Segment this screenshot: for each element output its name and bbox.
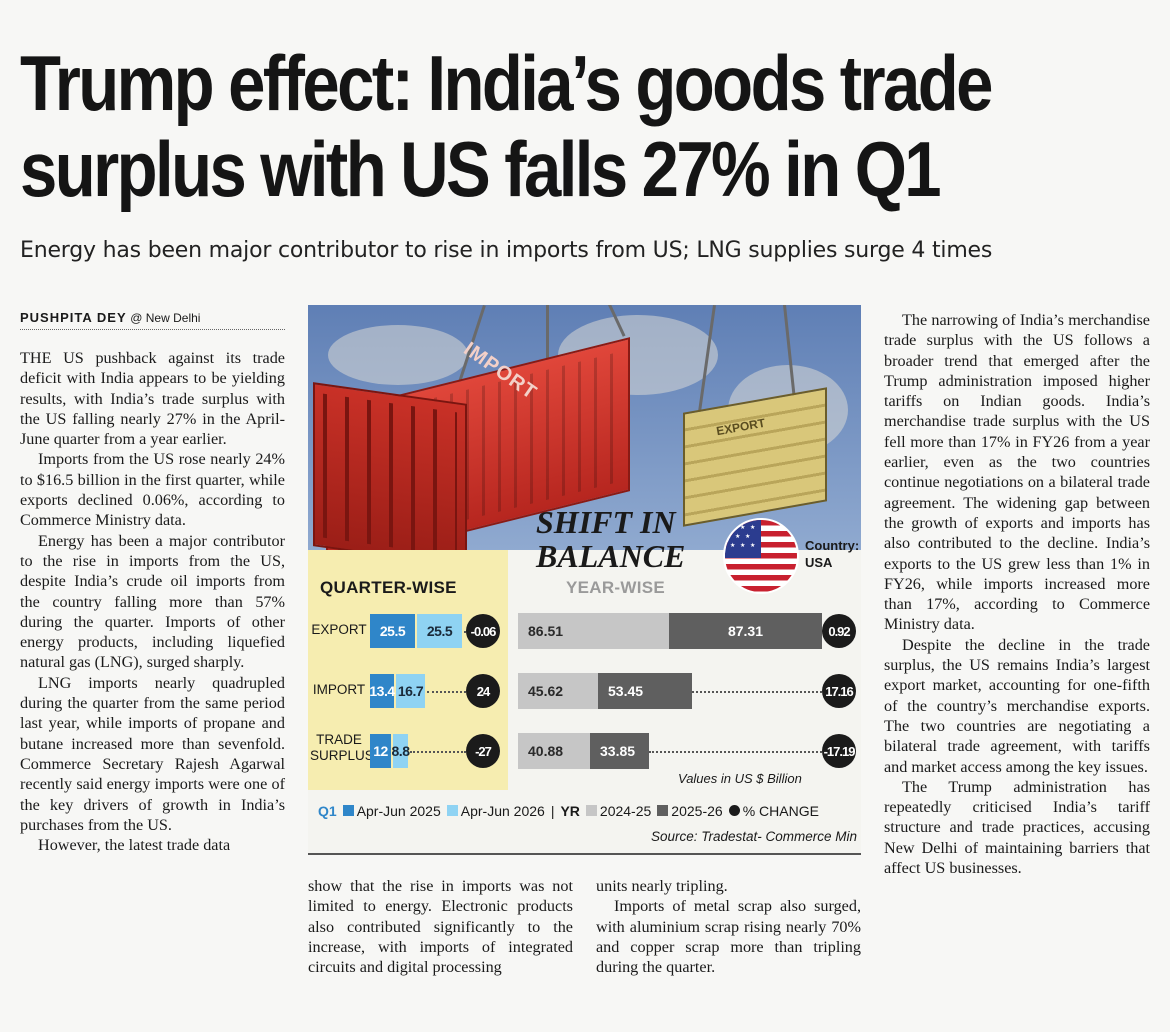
quarter-change-badge: -27 (466, 734, 500, 768)
graphic-bottom-rule (308, 853, 861, 855)
world-map-shape (328, 325, 468, 385)
paragraph: The Trump administration has repeatedly … (884, 777, 1150, 878)
row-label-export: EXPORT (310, 622, 368, 638)
headline-line-2: surplus with US falls 27% in Q1 (20, 125, 942, 213)
legend-text: 2024-25 (599, 803, 652, 819)
paragraph: THE US pushback against its trade defici… (20, 349, 285, 449)
quarter-change-badge: -0.06 (466, 614, 500, 648)
legend-text: 2025-26 (671, 803, 723, 819)
infographic-title-line-2: BALANCE (536, 538, 686, 574)
dotted-leader (692, 691, 822, 693)
legend-item-2024-25: 2024-25 (585, 803, 652, 819)
year-bar-2024-25: 45.62 (518, 673, 598, 709)
legend-swatch (657, 805, 669, 816)
dotted-leader (427, 691, 466, 693)
legend-separator: | (550, 803, 555, 819)
legend-q1-label: Q1 (318, 803, 337, 819)
legend-swatch (585, 805, 597, 816)
quarter-change-badge: 24 (466, 674, 500, 708)
country-label: Country: USA (805, 537, 859, 571)
year-wise-title: YEAR-WISE (566, 578, 666, 597)
year-bar-2025-26: 53.45 (598, 673, 692, 709)
row-label-import: IMPORT (310, 682, 368, 698)
year-change-badge: 17.16 (822, 674, 856, 708)
year-bar-2025-26: 87.31 (669, 613, 822, 649)
article-column-3: units nearly tripling. Imports of metal … (596, 876, 861, 977)
infographic-title: SHIFT IN BALANCE (536, 505, 685, 573)
legend-swatch (446, 805, 458, 816)
quarter-bar-2026: 25.5 (417, 614, 462, 648)
dotted-leader (649, 751, 822, 753)
crane-rope (546, 305, 549, 375)
year-bar-2024-25: 86.51 (518, 613, 669, 649)
source-note: Source: Tradestat- Commerce Min (650, 829, 857, 844)
legend-band (308, 790, 861, 855)
year-bar-2025-26: 33.85 (590, 733, 649, 769)
author-name: PUSHPITA DEY (20, 310, 127, 325)
row-label-word: TRADE (316, 732, 362, 747)
us-flag-icon: ★ ★ ★ ★ ★ ★ ★ ★ (723, 518, 799, 594)
dateline: @ New Delhi (130, 311, 201, 325)
paragraph: Imports from the US rose nearly 24% to $… (20, 450, 285, 530)
row-label-word: EXPORT (311, 622, 367, 637)
headline: Trump effect: India’s goods trade surplu… (20, 40, 1000, 212)
legend-item-change: % CHANGE (728, 803, 819, 819)
subheadline: Energy has been major contributor to ris… (20, 238, 993, 263)
quarter-bar-2025: 25.5 (370, 614, 415, 648)
year-change-badge: -17.19 (822, 734, 856, 768)
legend-item-2025-26: 2025-26 (657, 803, 723, 819)
article-column-4: The narrowing of India’s merchandise tra… (884, 310, 1150, 878)
byline: PUSHPITA DEY @ New Delhi (20, 310, 285, 330)
infographic-title-line-1: SHIFT IN (536, 504, 676, 540)
legend-item-apr-jun-2025: Apr-Jun 2025 (342, 803, 441, 819)
legend-swatch (342, 805, 354, 816)
article-column-2: show that the rise in imports was not li… (308, 876, 573, 977)
paragraph: show that the rise in imports was not li… (308, 877, 573, 977)
units-note: Values in US $ Billion (678, 771, 802, 786)
infographic-shift-in-balance: IMPORT EXPORT SHIFT IN BALANCE ★ ★ ★ ★ ★ ★ ★ ★ … (308, 305, 861, 855)
article-column-1: THE US pushback against its trade defici… (20, 348, 285, 855)
country-value: USA (805, 555, 833, 570)
row-label-word: SURPLUS (310, 748, 374, 763)
legend-dot (728, 805, 740, 816)
quarter-wise-title: QUARTER-WISE (320, 578, 457, 597)
row-label-trade-surplus: TRADE SURPLUS (310, 732, 374, 764)
quarter-bar-2026: 8.8 (392, 734, 410, 768)
paragraph: Energy has been a major contributor to t… (20, 531, 285, 672)
paragraph: However, the latest trade data (38, 836, 231, 855)
import-container-door (313, 382, 467, 568)
row-label-word: IMPORT (312, 682, 366, 697)
paragraph: The narrowing of India’s merchandise tra… (884, 311, 1150, 634)
year-bar-2024-25: 40.88 (518, 733, 590, 769)
chart-legend: Q1 Apr-Jun 2025 Apr-Jun 2026 | YR 2024-2… (318, 803, 819, 819)
legend-text: % CHANGE (742, 803, 819, 819)
country-caption: Country: (805, 538, 860, 553)
quarter-bar-2026: 16.7 (396, 674, 425, 708)
legend-yr-label: YR (560, 803, 580, 819)
legend-text: Apr-Jun 2025 (356, 803, 441, 819)
paragraph: Imports of metal scrap also surged, with… (596, 897, 861, 977)
headline-line-1: Trump effect: India’s goods trade (20, 39, 993, 127)
quarter-bar-2025: 13.4 (369, 674, 395, 708)
dotted-leader (464, 631, 466, 633)
paragraph: units nearly tripling. (596, 877, 728, 895)
paragraph: LNG imports nearly quadrupled during the… (20, 673, 285, 834)
legend-item-apr-jun-2026: Apr-Jun 2026 (446, 803, 545, 819)
paragraph: Despite the decline in the trade surplus… (884, 635, 1150, 776)
legend-text: Apr-Jun 2026 (460, 803, 545, 819)
export-crate-illustration (683, 387, 827, 527)
year-change-badge: 0.92 (822, 614, 856, 648)
dotted-leader (410, 751, 466, 753)
quarter-bar-2025: 12 (370, 734, 391, 768)
